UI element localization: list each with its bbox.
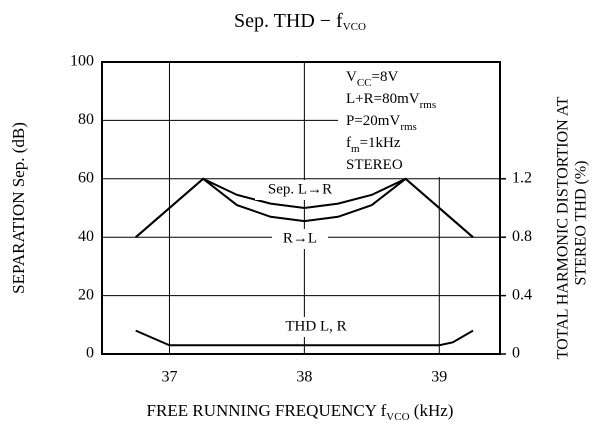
chart-title: Sep. THD − fVCO <box>234 10 366 33</box>
text-part: =8V <box>372 69 399 85</box>
y-tick-label: 20 <box>78 286 94 303</box>
condition-text: STEREO <box>346 157 403 173</box>
subscript: CC <box>357 77 372 89</box>
text-part: f <box>346 135 351 151</box>
condition-text: VCC=8V <box>346 69 398 88</box>
subscript: VCO <box>386 411 409 423</box>
series-label: THD L, R <box>285 318 346 334</box>
condition-text: fm=1kHz <box>346 135 401 154</box>
plot-frame <box>101 61 501 355</box>
series-label: R→L <box>283 230 317 246</box>
series-label-bg <box>268 317 364 337</box>
y2-tick-label: 1.2 <box>512 169 532 186</box>
y-tick-label: 80 <box>78 111 94 128</box>
subscript: VCO <box>343 21 366 33</box>
series-line <box>135 329 474 347</box>
text-part: V <box>346 69 357 85</box>
condition-text: L+R=80mVrms <box>346 91 436 110</box>
text-part: (kHz) <box>410 401 454 420</box>
conditions-box <box>338 63 499 177</box>
y-tick-label: 40 <box>78 228 94 245</box>
subscript: m <box>351 143 360 155</box>
y2-tick-label: 0.8 <box>512 228 532 245</box>
x-tick-label: 37 <box>161 369 177 386</box>
text-part: STEREO <box>346 157 403 173</box>
text-part: P=20mV <box>346 113 400 129</box>
y2-tick-label: 0.4 <box>512 286 532 303</box>
subscript: rms <box>400 121 417 133</box>
y2-axis-label: TOTAL HARMONIC DISTORTION AT <box>555 96 572 359</box>
y2-axis-label: STEREO THD (%) <box>573 160 590 285</box>
text-part: Sep. THD − f <box>234 10 343 32</box>
x-axis-label: FREE RUNNING FREQUENCY fVCO (kHz) <box>147 401 454 423</box>
text-part: FREE RUNNING FREQUENCY f <box>147 401 387 420</box>
y-tick-label: 60 <box>78 169 94 186</box>
y-axis-label: SEPARATION Sep. (dB) <box>9 122 28 294</box>
y-tick-label: 0 <box>86 345 94 362</box>
series-line <box>135 177 474 238</box>
series-label-bg <box>255 180 345 200</box>
y2-tick-label: 0 <box>512 345 520 362</box>
y-tick-label: 100 <box>70 53 94 70</box>
x-tick-label: 38 <box>296 369 312 386</box>
x-tick-label: 39 <box>431 369 447 386</box>
condition-text: P=20mVrms <box>346 113 417 132</box>
subscript: rms <box>420 99 437 111</box>
text-part: L+R=80mV <box>346 91 420 107</box>
text-part: =1kHz <box>360 135 401 151</box>
series-label: Sep. L→R <box>268 181 332 197</box>
series-label-bg <box>272 229 328 249</box>
